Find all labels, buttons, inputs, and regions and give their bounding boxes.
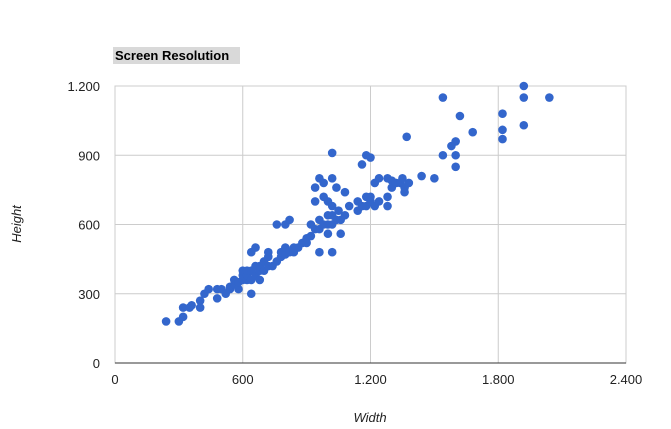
data-point — [357, 160, 367, 169]
data-point — [366, 192, 375, 202]
data-point — [178, 312, 188, 322]
data-point — [272, 220, 282, 229]
data-point — [161, 317, 171, 326]
data-point — [340, 187, 350, 197]
y-axis-ticks: 0 300 600 900 1.200 — [67, 79, 100, 371]
data-point — [306, 231, 316, 241]
y-tick-label: 600 — [78, 218, 100, 233]
data-point — [398, 174, 407, 183]
data-point — [195, 303, 205, 312]
data-point — [519, 120, 529, 130]
y-tick-label: 1.200 — [67, 79, 100, 94]
data-point — [417, 171, 426, 181]
data-point — [310, 197, 320, 206]
data-point — [315, 247, 324, 257]
data-point — [400, 187, 409, 197]
chart-title-background — [113, 47, 240, 64]
data-point — [204, 284, 213, 294]
x-tick-label: 0 — [111, 372, 118, 387]
data-point — [498, 134, 507, 144]
x-tick-label: 1.800 — [482, 372, 515, 387]
data-point — [251, 243, 260, 252]
data-point — [319, 178, 328, 188]
data-point — [383, 192, 392, 202]
chart-title: Screen Resolution — [115, 48, 229, 63]
data-point — [255, 275, 265, 285]
data-point — [455, 111, 465, 121]
data-point — [264, 247, 273, 257]
y-tick-label: 0 — [93, 356, 100, 371]
data-point — [545, 93, 554, 102]
data-point — [285, 215, 294, 225]
y-axis-title: Height — [9, 204, 24, 243]
data-point — [327, 247, 337, 257]
data-point — [430, 174, 439, 183]
data-point — [468, 127, 478, 137]
data-point — [327, 201, 337, 211]
data-point — [212, 294, 222, 303]
x-tick-label: 600 — [232, 372, 254, 387]
x-tick-label: 2.400 — [610, 372, 643, 387]
data-point — [323, 229, 333, 239]
x-tick-label: 1.200 — [354, 372, 387, 387]
data-point — [310, 183, 320, 192]
x-axis-ticks: 0 600 1.200 1.800 2.400 — [111, 372, 642, 387]
data-point — [344, 201, 354, 211]
data-point — [519, 81, 529, 91]
y-tick-label: 900 — [78, 148, 100, 163]
data-point — [336, 229, 345, 239]
grid — [115, 86, 626, 363]
data-point — [404, 178, 414, 188]
data-point — [498, 125, 507, 135]
data-point — [519, 93, 529, 102]
data-point — [498, 109, 507, 118]
y-tick-label: 300 — [78, 287, 100, 302]
data-point — [187, 300, 196, 310]
data-point — [327, 148, 337, 158]
data-point — [451, 150, 460, 160]
data-point — [451, 162, 460, 172]
data-point — [374, 197, 384, 206]
data-point — [246, 289, 256, 299]
data-point — [332, 183, 341, 192]
data-point — [327, 174, 337, 183]
data-point — [334, 206, 343, 215]
data-point — [195, 296, 205, 305]
data-point — [402, 132, 411, 142]
data-point — [451, 137, 460, 146]
data-point — [234, 284, 243, 294]
data-point — [438, 150, 448, 160]
data-point — [178, 303, 188, 312]
data-point — [366, 153, 375, 162]
data-point — [438, 93, 448, 102]
data-points — [161, 81, 554, 326]
data-point — [340, 210, 350, 220]
data-point — [383, 201, 392, 211]
x-axis-title: Width — [353, 410, 386, 425]
data-point — [374, 174, 384, 183]
